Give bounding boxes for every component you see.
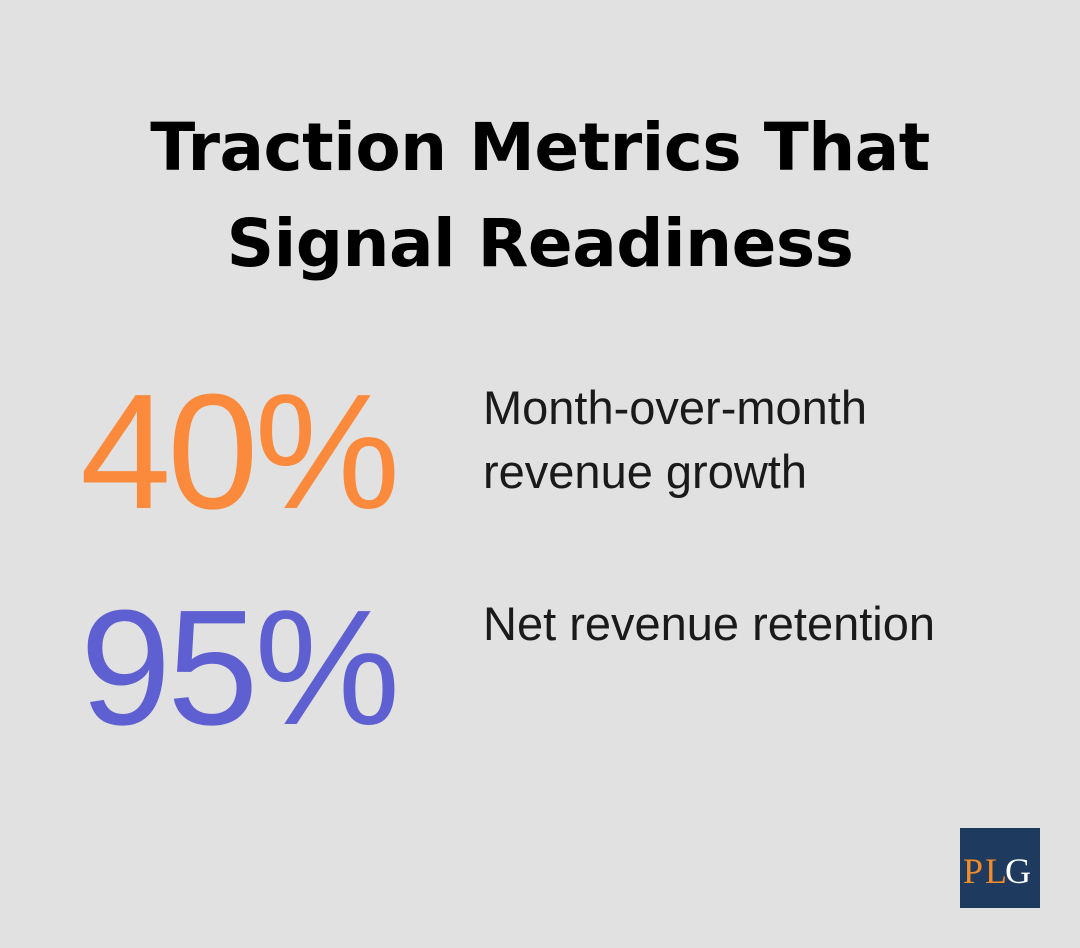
- svg-text:P: P: [963, 851, 983, 891]
- stat-label-line-1: Net revenue retention: [483, 597, 936, 650]
- stat-value-revenue-growth: 40%: [80, 360, 400, 543]
- stat-label-line-2: revenue growth: [483, 445, 807, 498]
- stat-label-net-revenue-retention: Net revenue retention: [483, 592, 1043, 656]
- plg-logo: P L G: [960, 828, 1040, 908]
- stat-label-line-1: Month-over-month: [483, 381, 867, 434]
- title-line-2: Signal Readiness: [226, 205, 854, 282]
- svg-text:L: L: [985, 851, 1007, 891]
- plg-logo-icon: P L G: [963, 851, 1031, 891]
- stat-value-net-revenue-retention: 95%: [80, 576, 400, 759]
- page-title: Traction Metrics That Signal Readiness: [0, 100, 1080, 292]
- title-line-1: Traction Metrics That: [150, 109, 930, 186]
- svg-text:G: G: [1005, 851, 1031, 891]
- stat-label-revenue-growth: Month-over-month revenue growth: [483, 376, 1043, 504]
